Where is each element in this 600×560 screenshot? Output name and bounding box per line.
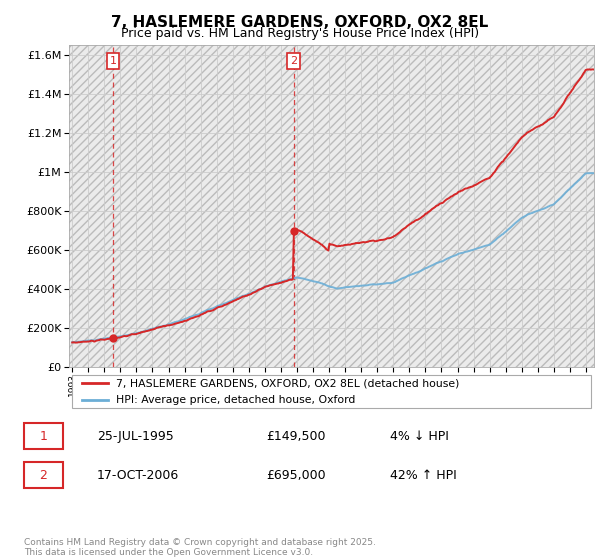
Text: £149,500: £149,500 xyxy=(266,430,326,443)
FancyBboxPatch shape xyxy=(23,463,63,488)
Text: 17-OCT-2006: 17-OCT-2006 xyxy=(97,469,179,482)
Text: 42% ↑ HPI: 42% ↑ HPI xyxy=(390,469,457,482)
Text: 4% ↓ HPI: 4% ↓ HPI xyxy=(390,430,449,443)
Text: 25-JUL-1995: 25-JUL-1995 xyxy=(97,430,174,443)
Text: £695,000: £695,000 xyxy=(266,469,326,482)
Bar xyxy=(69,45,594,367)
FancyBboxPatch shape xyxy=(23,423,63,449)
Text: 7, HASLEMERE GARDENS, OXFORD, OX2 8EL (detached house): 7, HASLEMERE GARDENS, OXFORD, OX2 8EL (d… xyxy=(116,379,460,388)
FancyBboxPatch shape xyxy=(71,375,592,408)
Text: 1: 1 xyxy=(110,56,116,66)
Text: HPI: Average price, detached house, Oxford: HPI: Average price, detached house, Oxfo… xyxy=(116,395,356,405)
Text: 2: 2 xyxy=(40,469,47,482)
Text: Contains HM Land Registry data © Crown copyright and database right 2025.
This d: Contains HM Land Registry data © Crown c… xyxy=(24,538,376,557)
Text: 1: 1 xyxy=(40,430,47,443)
Text: 7, HASLEMERE GARDENS, OXFORD, OX2 8EL: 7, HASLEMERE GARDENS, OXFORD, OX2 8EL xyxy=(112,15,488,30)
Text: Price paid vs. HM Land Registry's House Price Index (HPI): Price paid vs. HM Land Registry's House … xyxy=(121,27,479,40)
Text: 2: 2 xyxy=(290,56,298,66)
